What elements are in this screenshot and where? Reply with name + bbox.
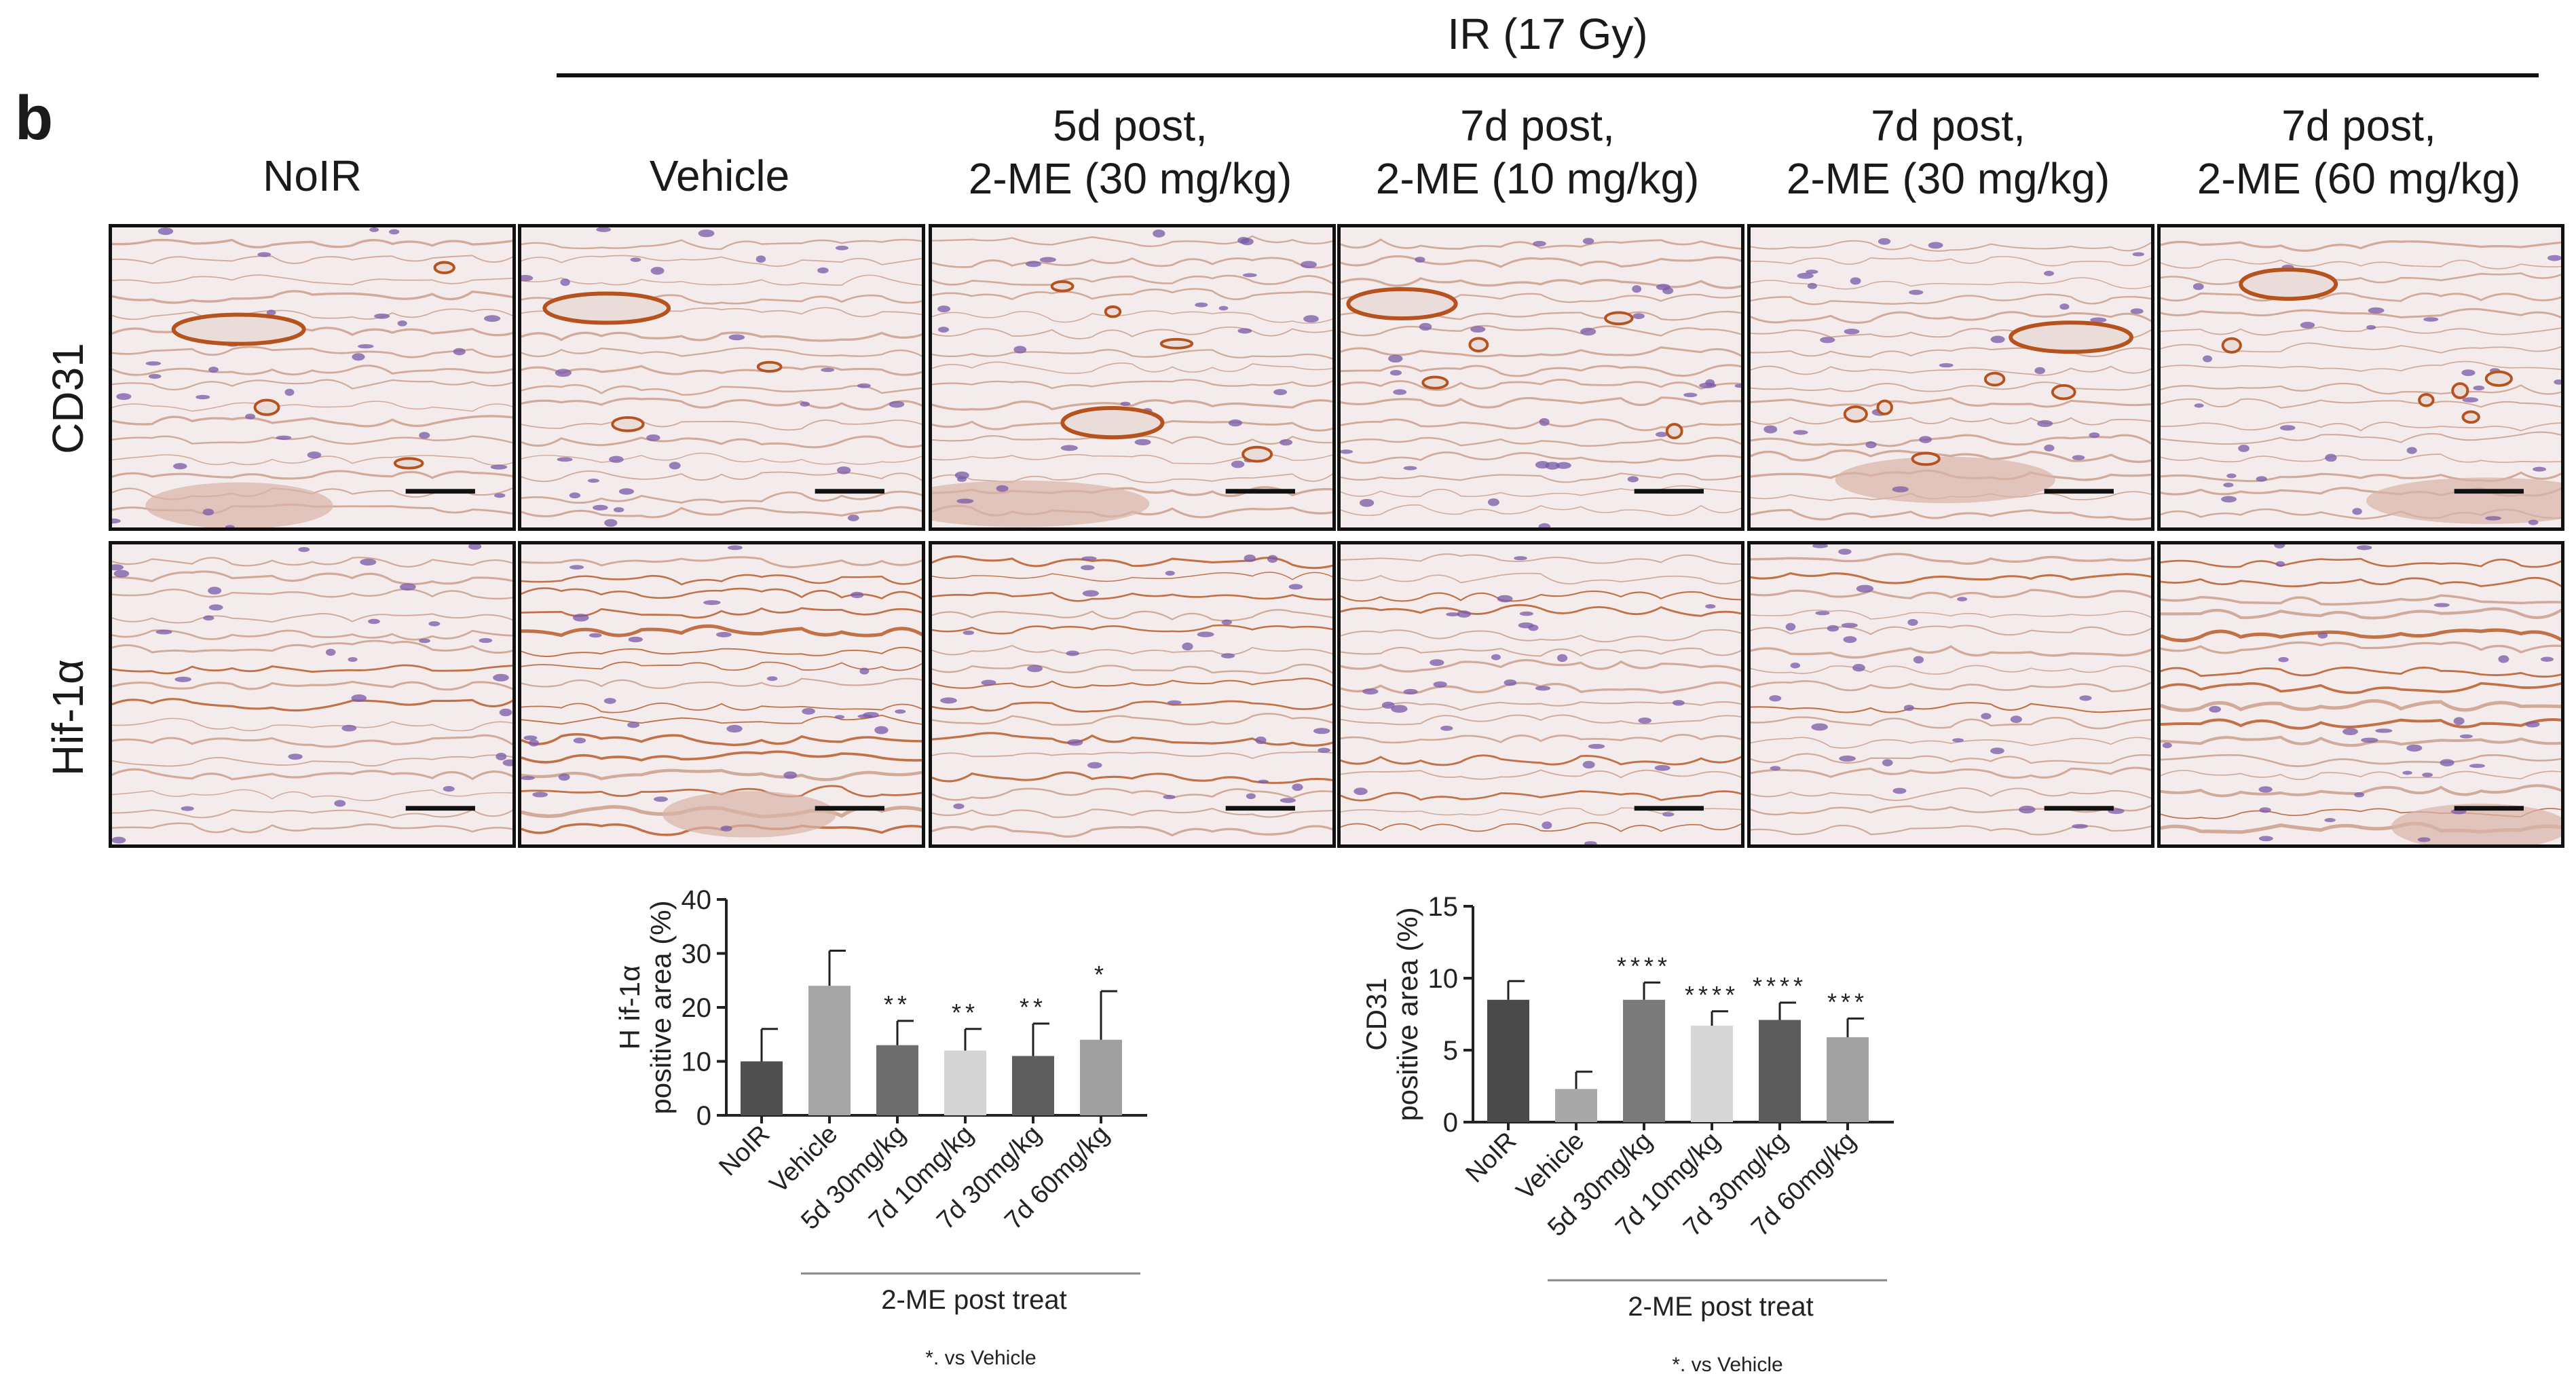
bar-0	[1487, 999, 1529, 1122]
column-title-7d-10: 7d post, 2-ME (10 mg/kg)	[1334, 99, 1741, 205]
micrograph-cd31-2	[929, 224, 1336, 531]
bar-2	[1623, 999, 1665, 1122]
x-tick-label: NoIR	[1460, 1127, 1522, 1189]
significance-mark: *	[1094, 961, 1108, 988]
y-axis-label: H if-1αpositive area (%)	[614, 900, 677, 1114]
significance-mark: ****	[1685, 981, 1739, 1009]
micrograph-hif1a-1	[518, 541, 925, 848]
micrograph-cd31-4	[1747, 224, 2154, 531]
bar-3	[1691, 1025, 1733, 1122]
column-title-7d-60: 7d post, 2-ME (60 mg/kg)	[2155, 99, 2562, 205]
panel-letter: b	[15, 83, 54, 153]
column-title-line1: Vehicle	[649, 151, 790, 200]
significance-mark: ***	[1827, 988, 1868, 1016]
bar-5	[1080, 1039, 1122, 1115]
irradiation-group-line	[557, 73, 2539, 77]
significance-mark: ****	[1753, 972, 1807, 1000]
column-title-line2: 2-ME (60 mg/kg)	[2197, 154, 2521, 203]
micrograph-hif1a-2	[929, 541, 1336, 848]
group-label: 2-ME post treat	[881, 1285, 1066, 1315]
y-tick-label: 20	[682, 993, 712, 1023]
bar-1	[1555, 1089, 1597, 1122]
y-axis-label: CD31positive area (%)	[1360, 907, 1423, 1121]
column-title-vehicle: Vehicle	[516, 149, 923, 202]
y-tick-label: 0	[1443, 1108, 1458, 1138]
column-title-line2: 2-ME (10 mg/kg)	[1375, 154, 1700, 203]
micrograph-hif1a-3	[1337, 541, 1744, 848]
bar-1	[808, 986, 851, 1115]
micrograph-cd31-3	[1337, 224, 1744, 531]
y-tick-label: 5	[1443, 1036, 1458, 1066]
micrograph-hif1a-5	[2157, 541, 2564, 848]
y-tick-label: 10	[682, 1047, 712, 1077]
irradiation-group-label: IR (17 Gy)	[1447, 10, 1648, 58]
column-title-line1: NoIR	[263, 151, 362, 200]
micrograph-cd31-0	[109, 224, 516, 531]
column-title-line1: 7d post,	[1460, 101, 1615, 150]
micrograph-cd31-5	[2157, 224, 2564, 531]
micrograph-cd31-1	[518, 224, 925, 531]
significance-mark: **	[884, 990, 911, 1018]
significance-mark: **	[1020, 993, 1047, 1021]
column-title-line1: 7d post,	[1871, 101, 2026, 150]
bar-4	[1759, 1020, 1801, 1122]
y-tick-label: 30	[682, 940, 712, 969]
bar-0	[741, 1061, 783, 1115]
bar-2	[876, 1045, 918, 1115]
hif1a-chart: 0 10 20 30 40 H if-1αpositive area (%) NoIR Veh…	[597, 869, 1208, 1385]
column-title-line1: 7d post,	[2281, 101, 2436, 150]
column-title-noir: NoIR	[109, 149, 516, 202]
column-title-line1: 5d post,	[1053, 101, 1208, 150]
row-label-cd31: CD31	[43, 343, 92, 454]
row-label-hif1a: Hif-1α	[43, 658, 92, 777]
y-tick-label: 40	[682, 885, 712, 915]
group-label: 2-ME post treat	[1628, 1292, 1813, 1322]
bar-5	[1827, 1037, 1869, 1122]
column-title-line2: 2-ME (30 mg/kg)	[968, 154, 1292, 203]
column-title-line2: 2-ME (30 mg/kg)	[1786, 154, 2110, 203]
micrograph-hif1a-4	[1747, 541, 2154, 848]
column-title-5d-30: 5d post, 2-ME (30 mg/kg)	[927, 99, 1334, 205]
bar-3	[944, 1050, 986, 1115]
x-tick-label: NoIR	[713, 1120, 775, 1182]
footnote: *. vs Vehicle	[1672, 1354, 1782, 1376]
y-tick-label: 15	[1428, 892, 1459, 922]
y-tick-label: 0	[696, 1101, 711, 1131]
micrograph-hif1a-0	[109, 541, 516, 848]
column-title-7d-30: 7d post, 2-ME (30 mg/kg)	[1744, 99, 2152, 205]
cd31-chart: 0 5 10 15 CD31positive area (%) NoIR Vehicle **…	[1344, 876, 1955, 1392]
y-tick-label: 10	[1428, 964, 1459, 994]
significance-mark: **	[952, 999, 979, 1026]
footnote: *. vs Vehicle	[925, 1347, 1036, 1369]
significance-mark: ****	[1617, 952, 1671, 980]
bar-4	[1012, 1056, 1054, 1115]
